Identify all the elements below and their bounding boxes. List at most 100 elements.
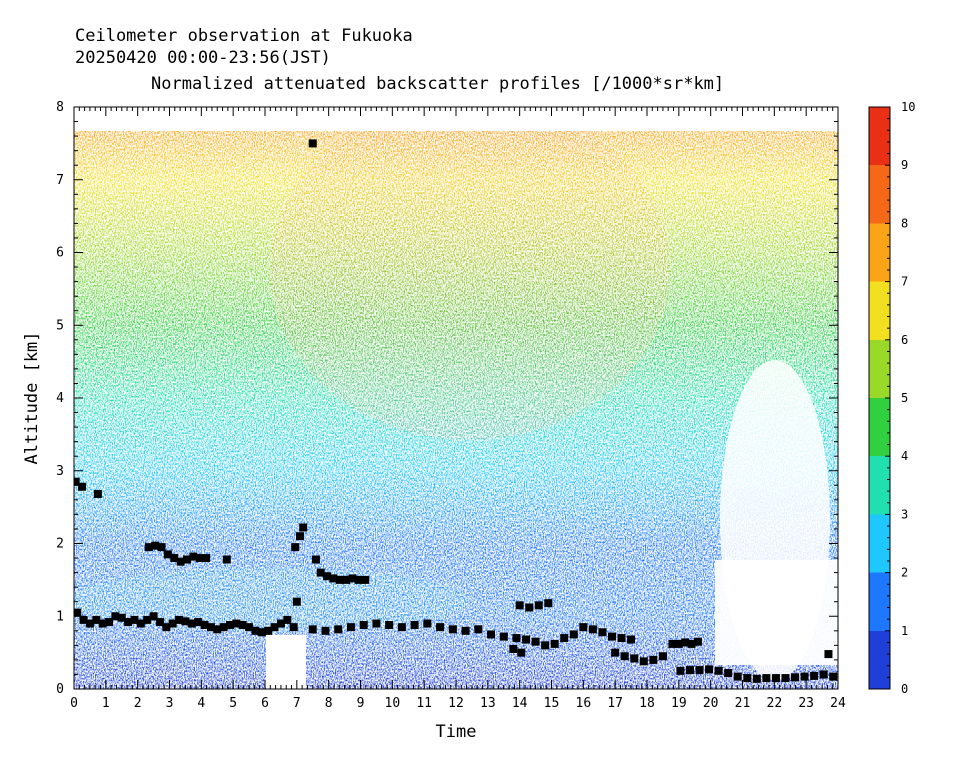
cloud-base-marker: [189, 552, 198, 561]
x-tick-label: 5: [229, 696, 237, 711]
cloud-base-marker: [222, 555, 231, 564]
cloud-base-marker: [143, 615, 152, 624]
cloud-base-marker: [819, 670, 828, 679]
x-tick-label: 2: [134, 696, 142, 711]
cloud-base-marker: [168, 619, 177, 628]
cloud-base-marker: [335, 575, 344, 584]
y-axis: 0 1 2 3 4 5 6 7 8: [56, 100, 838, 697]
cloud-base-marker: [541, 641, 550, 650]
y-tick-label: 8: [56, 100, 64, 115]
colorbar-tick-label: 1: [901, 624, 908, 638]
colorbar-tick-label: 9: [901, 158, 908, 172]
cloud-base-marker: [334, 625, 343, 634]
y-tick-label: 0: [56, 682, 64, 697]
x-tick-label: 19: [671, 696, 687, 711]
cloud-base-marker: [743, 674, 752, 683]
cloud-base-marker: [342, 575, 351, 584]
cloud-base-marker: [762, 674, 771, 683]
cloud-base-marker: [257, 628, 266, 637]
cloud-base-marker: [560, 634, 569, 643]
chart-title-line-2: 20250420 00:00-23:56(JST): [75, 48, 331, 68]
noise-speckle: [74, 131, 838, 689]
cloud-base-marker: [85, 619, 94, 628]
x-tick-label: 8: [325, 696, 333, 711]
cloud-base-marker: [291, 543, 300, 552]
cloud-base-marker: [512, 634, 521, 643]
cloud-base-marker: [225, 620, 234, 629]
cloud-base-marker: [183, 555, 192, 564]
cloud-base-marker: [705, 665, 714, 674]
cloud-base-marker: [771, 674, 780, 683]
cloud-base-marker: [276, 619, 285, 628]
plot-area: [74, 107, 838, 689]
cloud-base-marker: [733, 672, 742, 681]
cloud-base-markers: [74, 139, 838, 683]
cloud-base-marker: [238, 620, 247, 629]
cloud-base-marker: [724, 668, 733, 677]
cloud-base-marker: [674, 639, 683, 648]
cloud-base-marker: [151, 541, 160, 550]
cloud-base-marker: [829, 672, 838, 681]
cloud-base-marker: [676, 666, 685, 675]
cloud-base-marker: [316, 568, 325, 577]
x-tick-label: 24: [830, 696, 846, 711]
cloud-base-marker: [270, 623, 279, 632]
cloud-base-marker: [144, 543, 153, 552]
cloud-base-marker: [92, 615, 101, 624]
x-axis: 0 1 2 3 4 5 6 7 8 9 10 11 12 13 14 15 16 17 18 19 20 21 22 23 24: [70, 107, 846, 711]
cloud-base-marker: [105, 618, 114, 627]
cloud-base-marker: [752, 674, 761, 683]
cloud-base-marker: [308, 625, 317, 634]
cloud-base-marker: [627, 635, 636, 644]
cloud-base-marker: [410, 620, 419, 629]
cloud-base-marker: [461, 626, 470, 635]
cloud-base-marker: [77, 482, 86, 491]
cloud-base-marker: [569, 630, 578, 639]
x-tick-label: 6: [261, 696, 269, 711]
cloud-base-marker: [74, 477, 80, 486]
cloud-base-marker: [175, 615, 184, 624]
cloud-base-marker: [474, 625, 483, 634]
colorbar-tick-label: 0: [901, 682, 908, 696]
x-tick-label: 22: [767, 696, 783, 711]
cloud-base-marker: [499, 632, 508, 641]
cloud-base-marker: [194, 618, 203, 627]
cloud-base-marker: [163, 550, 172, 559]
cloud-base-marker: [296, 532, 305, 541]
cloud-base-marker: [181, 617, 190, 626]
cloud-base-marker: [289, 623, 298, 632]
y-tick-label: 6: [56, 246, 64, 261]
cloud-base-marker: [487, 630, 496, 639]
cloud-base-marker: [515, 601, 524, 610]
cloud-base-marker: [509, 644, 518, 653]
cloud-base-marker: [93, 490, 102, 499]
cloud-base-marker: [639, 657, 648, 666]
colorbar-tick-label: 3: [901, 507, 908, 521]
y-tick-label: 2: [56, 537, 64, 552]
cloud-base-marker: [245, 623, 254, 632]
colorbar-tick-label: 6: [901, 333, 908, 347]
y-axis-title: Altitude [km]: [22, 331, 42, 464]
y-tick-label: 7: [56, 173, 64, 188]
cloud-base-marker: [346, 623, 355, 632]
cloud-base-marker: [579, 623, 588, 632]
x-tick-label: 11: [416, 696, 432, 711]
cloud-base-marker: [176, 557, 185, 566]
cloud-base-marker: [348, 574, 357, 583]
cloud-base-marker: [824, 650, 833, 659]
x-tick-label: 3: [166, 696, 174, 711]
cloud-base-marker: [206, 623, 215, 632]
cloud-base-marker: [681, 638, 690, 647]
cloud-base-marker: [534, 601, 543, 610]
cloud-base-marker: [124, 618, 133, 627]
cloud-base-marker: [117, 613, 126, 622]
colorbar-tick-label: 4: [901, 449, 908, 463]
cloud-base-marker: [200, 620, 209, 629]
cloud-base-marker: [299, 523, 308, 532]
y-tick-label: 5: [56, 318, 64, 333]
x-tick-label: 7: [293, 696, 301, 711]
colorbar-tick-label: 2: [901, 566, 908, 580]
cloud-base-marker: [187, 619, 196, 628]
cloud-base-marker: [372, 619, 381, 628]
y-tick-label: 3: [56, 464, 64, 479]
